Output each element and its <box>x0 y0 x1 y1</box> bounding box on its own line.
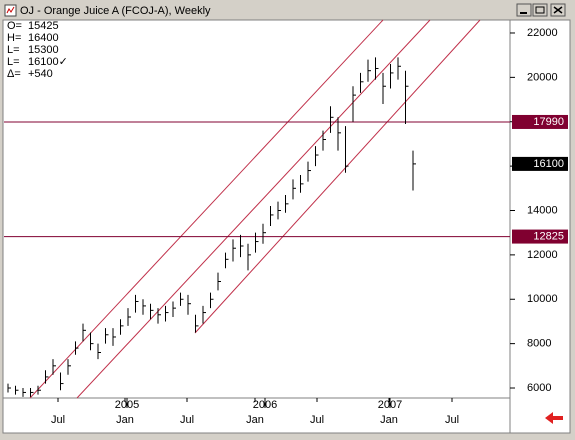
channel-line <box>29 19 384 399</box>
chart-area <box>2 19 571 434</box>
y-tick-label: 14000 <box>527 204 558 216</box>
x-year-label: 2007 <box>378 399 402 411</box>
x-tick-label: Jul <box>180 414 194 426</box>
minimize-button[interactable] <box>516 3 532 17</box>
x-tick-label: Jul <box>310 414 324 426</box>
x-tick-label: Jul <box>445 414 459 426</box>
close-glyph <box>553 6 563 14</box>
y-tick-label: 6000 <box>527 382 551 394</box>
x-year-label: 2006 <box>253 399 277 411</box>
maximize-glyph <box>535 6 545 14</box>
quote-label: H= <box>7 32 21 44</box>
quote-value: +540 <box>28 68 53 80</box>
quote-label: L= <box>7 56 20 68</box>
title-bar <box>2 2 573 19</box>
scroll-arrow[interactable] <box>545 412 563 424</box>
channel-lines <box>29 19 481 399</box>
quote-value: 15425 <box>28 20 59 32</box>
y-tick-label: 10000 <box>527 293 558 305</box>
quote-value: 16400 <box>28 32 59 44</box>
maximize-button[interactable] <box>532 3 548 17</box>
level-box <box>512 114 568 129</box>
x-tick-label: Jan <box>116 414 134 426</box>
y-tick-label: 22000 <box>527 27 558 39</box>
y-tick-label: 20000 <box>527 71 558 83</box>
quote-label: L= <box>7 44 20 56</box>
level-label: 12825 <box>533 230 564 242</box>
quote-value: 16100✓ <box>28 56 68 68</box>
level-box <box>512 229 568 244</box>
quote-label: O= <box>7 20 22 32</box>
y-tick-label: 12000 <box>527 249 558 261</box>
x-year-label: 2005 <box>115 399 139 411</box>
last-price-box <box>512 156 568 171</box>
x-tick-label: Jul <box>51 414 65 426</box>
channel-line <box>194 19 481 334</box>
y-tick-label: 8000 <box>527 338 551 350</box>
quote-value: 15300 <box>28 44 59 56</box>
x-tick-label: Jan <box>246 414 264 426</box>
x-tick-label: Jan <box>380 414 398 426</box>
quote-label: Δ= <box>7 68 21 80</box>
window-icon-glyph <box>6 6 15 14</box>
channel-line <box>76 19 431 399</box>
window-title: OJ - Orange Juice A (FCOJ-A), Weekly <box>20 5 211 17</box>
last-price-label: 16100 <box>533 158 564 170</box>
level-label: 17990 <box>533 116 564 128</box>
